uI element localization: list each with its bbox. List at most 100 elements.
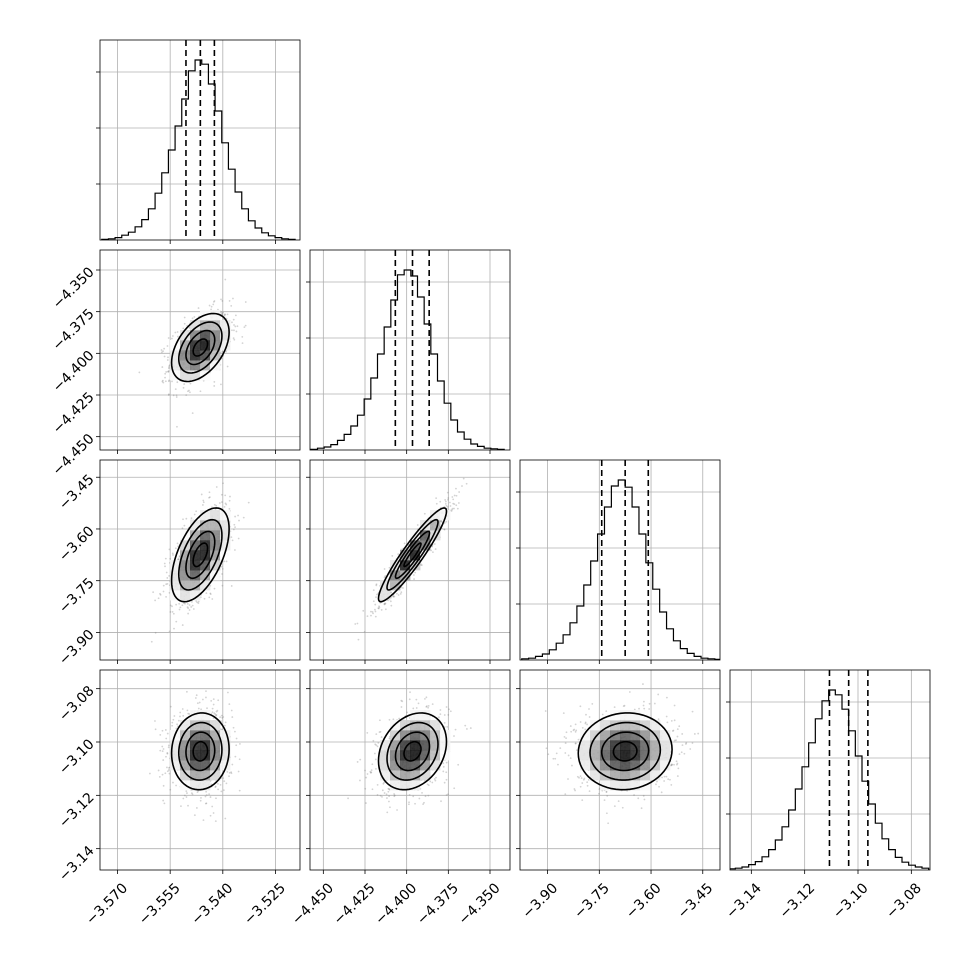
y-tick-label-p1: −4.450	[50, 431, 98, 479]
scatter-point	[381, 795, 383, 798]
scatter-point	[208, 496, 210, 499]
scatter-point	[167, 769, 170, 771]
scatter-point	[228, 300, 231, 302]
density-bin	[380, 750, 391, 761]
contour-level-1	[185, 329, 216, 366]
density-bin	[210, 740, 221, 751]
scatter-point	[598, 788, 601, 791]
scatter-point	[223, 505, 226, 508]
density-bin	[180, 330, 191, 341]
scatter-point	[586, 781, 589, 784]
scatter-point	[559, 747, 562, 750]
scatter-point	[445, 794, 448, 796]
scatter-point	[230, 304, 233, 307]
scatter-point	[188, 713, 191, 715]
scatter-point	[445, 504, 448, 507]
density-bin	[180, 740, 191, 751]
scatter-point	[212, 703, 215, 706]
density-bin	[170, 570, 181, 581]
scatter-point	[208, 491, 211, 494]
density-bin	[430, 760, 441, 771]
scatter-point	[213, 712, 216, 715]
scatter-point	[347, 797, 349, 800]
scatter-point	[221, 716, 224, 719]
x-tick-label-p0: −3.555	[136, 880, 184, 928]
panel-p1-p1	[306, 249, 511, 454]
scatter-point	[163, 347, 166, 350]
scatter-point	[400, 586, 403, 589]
scatter-point	[424, 698, 426, 700]
density-bin	[220, 520, 231, 531]
density-bin	[420, 720, 431, 731]
scatter-point	[168, 575, 171, 577]
scatter-point	[167, 744, 170, 747]
scatter-point	[172, 554, 174, 556]
scatter-point	[453, 507, 455, 510]
scatter-point	[388, 718, 391, 721]
scatter-point	[244, 301, 247, 303]
x-tick-label-p1: −4.350	[456, 880, 504, 928]
density-bin	[190, 530, 201, 541]
scatter-point	[164, 372, 167, 375]
scatter-point	[195, 694, 198, 697]
density-bin	[420, 750, 431, 761]
scatter-point	[160, 349, 163, 351]
scatter-point	[199, 799, 202, 802]
scatter-point	[439, 713, 442, 716]
scatter-point	[221, 313, 224, 315]
y-tick-label-p2: −3.60	[56, 523, 98, 565]
scatter-point	[175, 394, 178, 397]
scatter-point	[168, 393, 170, 396]
scatter-point	[451, 507, 454, 510]
density-bin	[170, 750, 181, 761]
panel-p2-p2	[516, 459, 721, 664]
scatter-point	[197, 602, 200, 605]
scatter-point	[175, 620, 178, 623]
scatter-point	[165, 571, 168, 574]
scatter-point	[384, 603, 386, 605]
scatter-point	[384, 608, 387, 611]
scatter-point	[186, 606, 189, 608]
scatter-point	[376, 794, 379, 796]
scatter-point	[445, 520, 448, 523]
scatter-point	[438, 716, 440, 719]
scatter-point	[215, 714, 218, 716]
scatter-point	[388, 566, 391, 569]
scatter-point	[461, 485, 463, 487]
density-bin	[390, 780, 401, 791]
scatter-point	[365, 802, 367, 804]
density-bin	[180, 560, 191, 571]
scatter-point	[166, 577, 169, 579]
scatter-point	[455, 504, 458, 507]
scatter-point	[372, 739, 375, 742]
scatter-point	[443, 528, 446, 531]
scatter-point	[169, 604, 172, 607]
scatter-point	[447, 498, 449, 501]
axes-frame	[309, 669, 511, 871]
scatter-point	[216, 709, 219, 712]
contour-level-0	[192, 740, 209, 762]
density-bin	[210, 730, 221, 741]
panel-p2-p1	[306, 459, 511, 664]
density-bin	[180, 750, 191, 761]
scatter-point	[440, 520, 442, 522]
scatter-point	[242, 516, 245, 519]
scatter-point	[230, 772, 233, 775]
contour-level-1	[185, 731, 216, 772]
scatter-point	[226, 770, 229, 773]
scatter-point	[167, 369, 170, 372]
density-bin	[390, 770, 401, 781]
scatter-point	[420, 564, 423, 566]
scatter-point	[233, 329, 235, 332]
histogram-p1	[310, 269, 505, 450]
scatter-point	[384, 575, 387, 577]
scatter-point	[196, 791, 199, 794]
panel-plot-area	[310, 250, 510, 450]
scatter-point	[408, 698, 411, 701]
scatter-point	[408, 801, 410, 804]
panel-p3-p0	[96, 669, 301, 874]
scatter-point	[375, 584, 378, 587]
scatter-point	[181, 527, 184, 530]
scatter-point	[161, 379, 164, 382]
density-bin	[190, 770, 201, 781]
